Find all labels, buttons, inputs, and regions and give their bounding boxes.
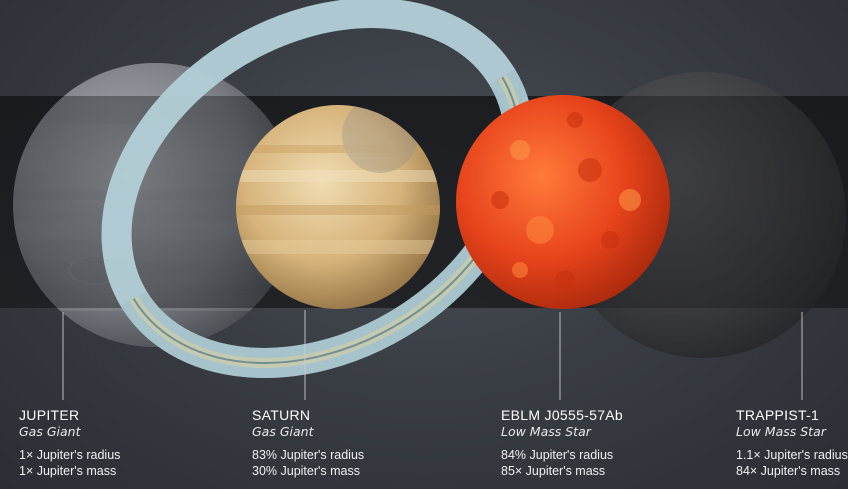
pointer-lines xyxy=(62,310,803,400)
jupiter-name: JUPITER xyxy=(19,407,80,423)
trappist-name: TRAPPIST-1 xyxy=(736,407,820,423)
trappist-radius: 1.1× Jupiter's radius xyxy=(736,448,848,463)
saturn-name: SATURN xyxy=(252,407,311,423)
eblm-mass: 85× Jupiter's mass xyxy=(501,463,606,478)
eblm-type: Low Mass Star xyxy=(501,424,591,440)
saturn-label: SATURN Gas Giant 83% Jupiter's radius 30… xyxy=(252,407,412,479)
eblm-star xyxy=(456,95,670,309)
trappist-mass: 84× Jupiter's mass xyxy=(736,463,841,478)
saturn-mass: 30% Jupiter's mass xyxy=(252,463,360,478)
trappist-label: TRAPPIST-1 Low Mass Star 1.1× Jupiter's … xyxy=(736,407,848,479)
jupiter-mass: 1× Jupiter's mass xyxy=(19,463,117,478)
jupiter-type: Gas Giant xyxy=(19,424,81,440)
saturn-type: Gas Giant xyxy=(252,424,314,440)
jupiter-radius: 1× Jupiter's radius xyxy=(19,448,121,463)
trappist-type: Low Mass Star xyxy=(736,424,826,440)
jupiter-label: JUPITER Gas Giant 1× Jupiter's radius 1×… xyxy=(19,407,179,479)
eblm-label: EBLM J0555-57Ab Low Mass Star 84% Jupite… xyxy=(501,407,661,479)
eblm-radius: 84% Jupiter's radius xyxy=(501,448,614,463)
eblm-name: EBLM J0555-57Ab xyxy=(501,407,624,423)
saturn-radius: 83% Jupiter's radius xyxy=(252,448,365,463)
